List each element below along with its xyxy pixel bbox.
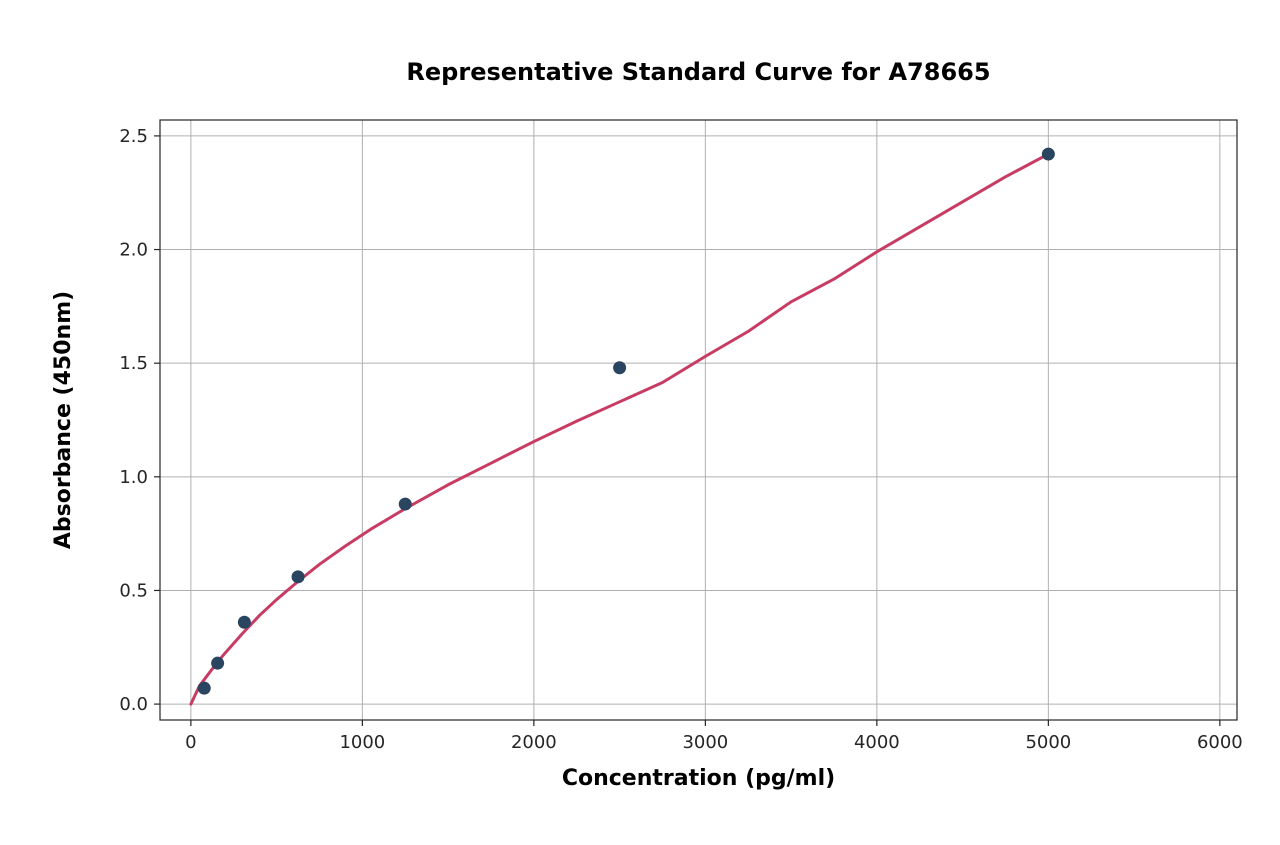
x-tick-label: 1000 [339,732,385,753]
x-tick-label: 4000 [854,732,900,753]
y-tick-label: 2.5 [119,126,148,147]
y-tick-label: 2.0 [119,240,148,261]
chart-title: Representative Standard Curve for A78665 [406,58,990,86]
data-point [614,362,626,374]
data-point [212,657,224,669]
x-tick-label: 0 [185,732,196,753]
y-tick-label: 1.5 [119,353,148,374]
x-axis-label: Concentration (pg/ml) [562,766,835,791]
data-point [238,616,250,628]
data-point [292,571,304,583]
data-point [1042,148,1054,160]
y-axis-label: Absorbance (450nm) [51,291,76,549]
standard-curve-chart: 0 1000 2000 3000 4000 5000 6000 0.0 0.5 1.0 1.5 2.0… [0,0,1280,845]
x-tick-label: 5000 [1025,732,1071,753]
x-tick-label: 6000 [1197,732,1243,753]
y-tick-label: 0.0 [119,694,148,715]
data-point [198,682,210,694]
chart-container: 0 1000 2000 3000 4000 5000 6000 0.0 0.5 1.0 1.5 2.0… [0,0,1280,845]
y-tick-label: 0.5 [119,580,148,601]
y-tick-label: 1.0 [119,467,148,488]
x-tick-label: 3000 [682,732,728,753]
data-point [399,498,411,510]
chart-background [0,0,1280,845]
x-tick-label: 2000 [511,732,557,753]
